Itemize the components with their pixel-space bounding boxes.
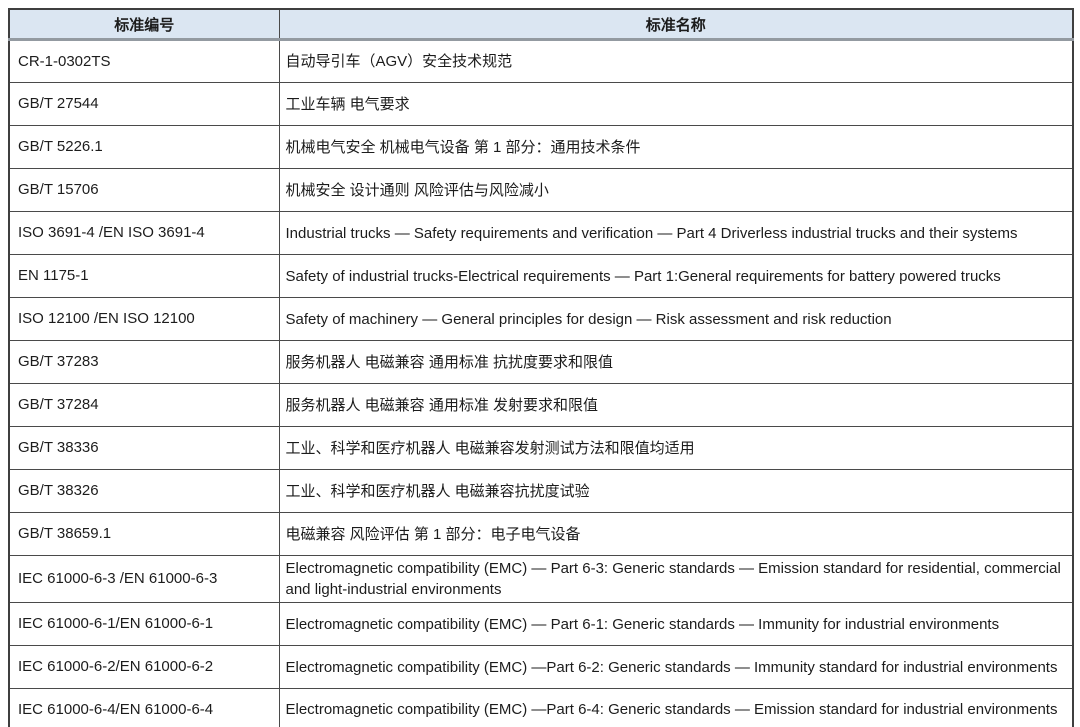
standard-code-cell: IEC 61000-6-2/EN 61000-6-2: [8, 645, 280, 689]
table-row: IEC 61000-6-4/EN 61000-6-4 Electromagnet…: [8, 688, 1074, 727]
standard-name-cell: Safety of machinery — General principles…: [278, 297, 1074, 341]
header-cell-code: 标准编号: [8, 8, 280, 41]
standard-code-cell: CR-1-0302TS: [8, 39, 280, 83]
header-cell-name: 标准名称: [278, 8, 1074, 41]
standard-name-cell: Electromagnetic compatibility (EMC) — Pa…: [278, 602, 1074, 646]
standard-code-cell: GB/T 15706: [8, 168, 280, 212]
standard-name-cell: Safety of industrial trucks-Electrical r…: [278, 254, 1074, 298]
standard-code-cell: EN 1175-1: [8, 254, 280, 298]
table-row: IEC 61000-6-1/EN 61000-6-1 Electromagnet…: [8, 602, 1074, 646]
header-row: 标准编号 标准名称: [8, 8, 1074, 41]
table-row: GB/T 38659.1 电磁兼容 风险评估 第 1 部分：电子电气设备: [8, 512, 1074, 556]
standard-code-cell: GB/T 38336: [8, 426, 280, 470]
standard-code-cell: GB/T 37283: [8, 340, 280, 384]
standard-name-cell: 工业车辆 电气要求: [278, 82, 1074, 126]
table-row: EN 1175-1 Safety of industrial trucks-El…: [8, 254, 1074, 298]
standard-name-cell: 工业、科学和医疗机器人 电磁兼容抗扰度试验: [278, 469, 1074, 513]
table-row: GB/T 27544 工业车辆 电气要求: [8, 82, 1074, 126]
standard-code-cell: IEC 61000-6-1/EN 61000-6-1: [8, 602, 280, 646]
standard-code-cell: ISO 12100 /EN ISO 12100: [8, 297, 280, 341]
table-row: IEC 61000-6-3 /EN 61000-6-3 Electromagne…: [8, 555, 1074, 603]
standard-code-cell: IEC 61000-6-3 /EN 61000-6-3: [8, 555, 280, 603]
table-row: ISO 3691-4 /EN ISO 3691-4 Industrial tru…: [8, 211, 1074, 255]
standard-code-cell: GB/T 38659.1: [8, 512, 280, 556]
standard-name-cell: 工业、科学和医疗机器人 电磁兼容发射测试方法和限值均适用: [278, 426, 1074, 470]
standard-name-cell: 电磁兼容 风险评估 第 1 部分：电子电气设备: [278, 512, 1074, 556]
standards-table-header: 标准编号 标准名称: [8, 8, 1074, 41]
table-row: GB/T 37284 服务机器人 电磁兼容 通用标准 发射要求和限值: [8, 383, 1074, 427]
table-row: GB/T 38336 工业、科学和医疗机器人 电磁兼容发射测试方法和限值均适用: [8, 426, 1074, 470]
standard-code-cell: GB/T 38326: [8, 469, 280, 513]
standard-name-cell: 机械安全 设计通则 风险评估与风险减小: [278, 168, 1074, 212]
standard-name-cell: 自动导引车（AGV）安全技术规范: [278, 39, 1074, 83]
table-row: GB/T 15706 机械安全 设计通则 风险评估与风险减小: [8, 168, 1074, 212]
table-row: GB/T 37283 服务机器人 电磁兼容 通用标准 抗扰度要求和限值: [8, 340, 1074, 384]
standard-code-cell: GB/T 27544: [8, 82, 280, 126]
standard-code-cell: GB/T 5226.1: [8, 125, 280, 169]
table-row: IEC 61000-6-2/EN 61000-6-2 Electromagnet…: [8, 645, 1074, 689]
table-row: CR-1-0302TS 自动导引车（AGV）安全技术规范: [8, 39, 1074, 83]
standard-code-cell: ISO 3691-4 /EN ISO 3691-4: [8, 211, 280, 255]
standard-name-cell: 机械电气安全 机械电气设备 第 1 部分：通用技术条件: [278, 125, 1074, 169]
table-row: GB/T 38326 工业、科学和医疗机器人 电磁兼容抗扰度试验: [8, 469, 1074, 513]
standard-name-cell: Electromagnetic compatibility (EMC) — Pa…: [278, 555, 1074, 603]
standard-name-cell: Industrial trucks — Safety requirements …: [278, 211, 1074, 255]
table-row: GB/T 5226.1 机械电气安全 机械电气设备 第 1 部分：通用技术条件: [8, 125, 1074, 169]
standard-name-cell: Electromagnetic compatibility (EMC) —Par…: [278, 645, 1074, 689]
standard-name-cell: 服务机器人 电磁兼容 通用标准 抗扰度要求和限值: [278, 340, 1074, 384]
standard-code-cell: IEC 61000-6-4/EN 61000-6-4: [8, 688, 280, 727]
standards-table-body: CR-1-0302TS 自动导引车（AGV）安全技术规范 GB/T 27544 …: [8, 39, 1074, 727]
standard-code-cell: GB/T 37284: [8, 383, 280, 427]
standard-name-cell: 服务机器人 电磁兼容 通用标准 发射要求和限值: [278, 383, 1074, 427]
table-row: ISO 12100 /EN ISO 12100 Safety of machin…: [8, 297, 1074, 341]
standards-table: 标准编号 标准名称 CR-1-0302TS 自动导引车（AGV）安全技术规范 G…: [8, 8, 1074, 727]
standard-name-cell: Electromagnetic compatibility (EMC) —Par…: [278, 688, 1074, 727]
